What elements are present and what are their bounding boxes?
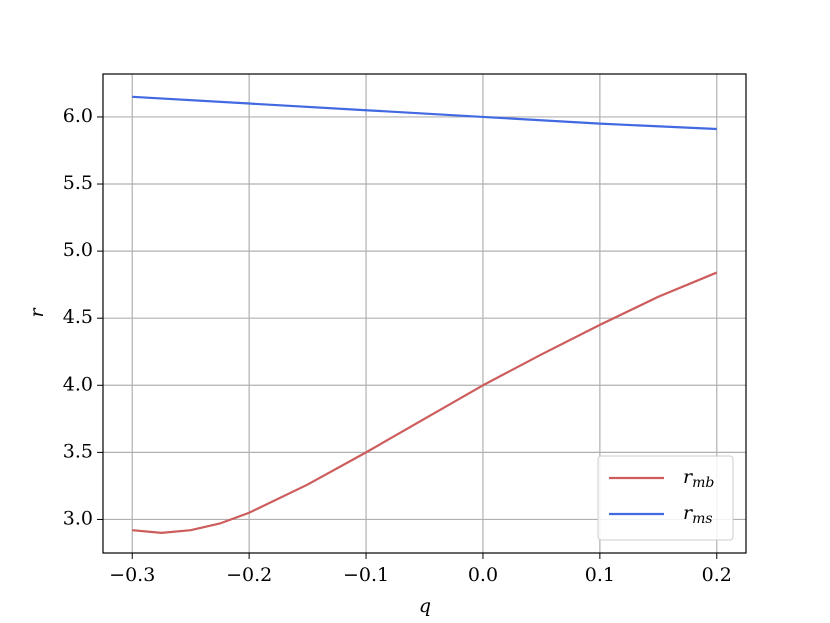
x-tick-label: 0.1 <box>585 564 615 586</box>
legend-label: rmb <box>683 466 714 491</box>
y-axis-label: r <box>26 307 48 318</box>
y-tick-label: 5.0 <box>63 239 93 261</box>
y-tick-label: 3.5 <box>63 440 93 462</box>
legend-label-sub: mb <box>692 475 714 491</box>
x-axis-label: q <box>419 595 431 617</box>
y-tick-label: 5.5 <box>63 172 93 194</box>
line-series <box>132 271 718 534</box>
y-tick-label: 3.0 <box>63 507 93 529</box>
x-tick-label: −0.3 <box>109 564 155 586</box>
y-tick-label: 4.5 <box>63 306 93 328</box>
legend-label-main: r <box>683 466 694 488</box>
x-tick-label: −0.1 <box>343 564 389 586</box>
plot-frame <box>102 73 747 554</box>
y-tick-label: 4.0 <box>63 373 93 395</box>
x-tick-label: −0.2 <box>226 564 272 586</box>
x-tick-label: 0.0 <box>468 564 498 586</box>
x-tick-label: 0.2 <box>702 564 732 586</box>
line-series <box>132 95 717 131</box>
legend-label-sub: ms <box>692 511 712 527</box>
y-tick-label: 6.0 <box>63 105 93 127</box>
legend-label: rms <box>683 502 713 527</box>
legend-label-main: r <box>683 502 694 524</box>
legend-box <box>597 455 734 541</box>
